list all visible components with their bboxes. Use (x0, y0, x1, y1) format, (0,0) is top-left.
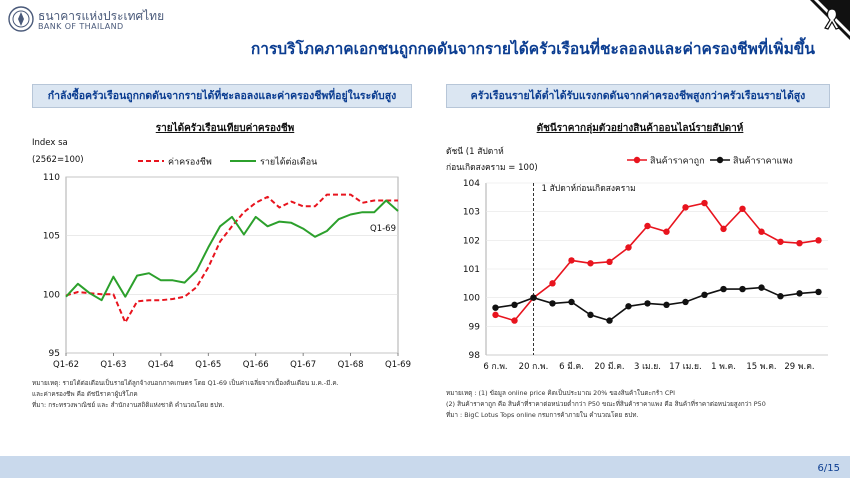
series-line-expensive-goods (495, 286, 819, 322)
data-point-expensive-goods (777, 293, 784, 300)
data-point-expensive-goods (701, 291, 708, 298)
left-panel-heading: กำลังซื้อครัวเรือนถูกกดดันจากรายได้ที่ชะ… (32, 84, 412, 108)
data-point-cheap-goods (796, 240, 803, 247)
legend-label: รายได้ต่อเดือน (260, 157, 317, 168)
data-point-cheap-goods (644, 222, 651, 230)
x-tick-label: Q1-63 (100, 360, 126, 370)
x-tick-label: 6 ก.พ. (483, 362, 507, 372)
x-tick-label: 6 มี.ค. (559, 361, 584, 372)
data-point-cheap-goods (549, 280, 556, 287)
x-tick-label: 29 พ.ค. (784, 362, 814, 372)
data-point-cheap-goods (492, 311, 499, 319)
data-point-cheap-goods (587, 260, 594, 267)
data-point-expensive-goods (587, 311, 594, 319)
y-tick-label: 100 (463, 294, 480, 304)
data-point-cheap-goods (777, 238, 784, 245)
series-line-income (65, 199, 399, 302)
x-tick-label: 3 เม.ย. (634, 362, 661, 372)
y-tick-label: 103 (463, 208, 480, 218)
right-source: ที่มา : BigC Lotus Tops online กรมการค้า… (446, 411, 639, 419)
x-tick-label: Q1-66 (243, 360, 269, 370)
y-tick-label: 110 (43, 173, 60, 183)
x-tick-label: Q1-68 (338, 360, 364, 370)
right-chart-title: ดัชนีราคากลุ่มตัวอย่างสินค้าออนไลน์รายสั… (536, 123, 744, 134)
series-line-cheap-goods (495, 202, 819, 322)
data-point-cheap-goods (568, 257, 575, 264)
x-tick-label: 20 มี.ค. (594, 361, 624, 372)
y-tick-label: 101 (463, 265, 480, 275)
last-quarter-annotation: Q1-69 (370, 224, 396, 234)
x-tick-label: 15 พ.ค. (746, 362, 776, 372)
data-point-cheap-goods (739, 205, 746, 212)
data-point-expensive-goods (720, 285, 727, 293)
right-index-label-1: ดัชนี (1 สัปดาห์ (446, 147, 504, 157)
bank-name-en: BANK OF THAILAND (38, 22, 124, 31)
data-point-expensive-goods (815, 288, 822, 296)
x-tick-label: 20 ก.พ. (519, 362, 549, 372)
data-point-cheap-goods (758, 228, 765, 235)
x-tick-label: Q1-69 (385, 360, 411, 370)
series-line-cost-of-living (65, 193, 398, 324)
y-tick-label: 100 (43, 290, 60, 300)
legend-marker (716, 156, 724, 164)
data-point-expensive-goods (492, 304, 499, 311)
mourning-ribbon-icon (810, 0, 850, 40)
y-tick-label: 102 (463, 236, 480, 246)
data-point-expensive-goods (606, 317, 613, 324)
data-point-cheap-goods (682, 204, 689, 211)
data-point-expensive-goods (739, 285, 746, 293)
legend-label: สินค้าราคาแพง (733, 156, 793, 167)
legend-label: ค่าครองชีพ (168, 157, 212, 168)
data-point-expensive-goods (758, 284, 765, 291)
y-tick-label: 98 (469, 351, 481, 361)
left-chart-title: รายได้ครัวเรือนเทียบค่าครองชีพ (155, 123, 295, 134)
right-note-1: หมายเหตุ : (1) ข้อมูล online price คิดเป… (446, 389, 676, 397)
data-point-expensive-goods (511, 301, 518, 309)
bank-logo-icon (8, 6, 34, 32)
x-tick-label: Q1-65 (195, 360, 221, 370)
bank-name-th: ธนาคารแห่งประเทศไทย (38, 9, 165, 23)
x-tick-label: Q1-64 (148, 360, 174, 370)
y-tick-label: 95 (49, 349, 60, 359)
y-tick-label: 105 (43, 232, 60, 242)
left-source: ที่มา: กระทรวงพาณิชย์ และ สำนักงานสถิติแ… (32, 401, 225, 409)
page-number: 6/15 (817, 463, 840, 474)
left-note-2: และค่าครองชีพ คือ ดัชนีราคาผู้บริโภค (32, 390, 138, 398)
right-index-label-2: ก่อนเกิดสงคราม = 100) (446, 163, 538, 173)
right-panel-heading: ครัวเรือนรายได้ต่ำได้รับแรงกดดันจากค่าคร… (446, 84, 830, 108)
right-note-2: (2) สินค้าราคาถูก คือ สินค้าที่ราคาต่อหน… (446, 400, 766, 408)
data-point-expensive-goods (682, 298, 689, 306)
legend-marker (633, 156, 641, 164)
data-point-cheap-goods (701, 199, 708, 207)
left-index-label: Index sa (32, 138, 68, 148)
footer-bar (0, 456, 850, 478)
data-point-expensive-goods (568, 298, 575, 306)
data-point-expensive-goods (663, 301, 670, 309)
data-point-expensive-goods (644, 300, 651, 307)
y-tick-label: 99 (469, 322, 481, 332)
data-point-cheap-goods (720, 225, 727, 233)
x-tick-label: Q1-62 (53, 360, 79, 370)
data-point-cheap-goods (815, 237, 822, 244)
data-point-cheap-goods (625, 244, 632, 251)
data-point-expensive-goods (625, 303, 632, 310)
legend-label: สินค้าราคาถูก (650, 156, 705, 167)
left-note-1: หมายเหตุ: รายได้ต่อเดือนเป็นรายได้ลูกจ้า… (32, 379, 339, 387)
data-point-expensive-goods (549, 300, 556, 307)
data-point-cheap-goods (663, 228, 670, 235)
data-point-cheap-goods (606, 258, 613, 266)
data-point-expensive-goods (530, 294, 537, 301)
x-tick-label: 1 พ.ค. (711, 362, 736, 372)
data-point-cheap-goods (511, 317, 518, 324)
reference-line-annotation: 1 สัปดาห์ก่อนเกิดสงคราม (542, 183, 636, 194)
y-tick-label: 104 (463, 179, 480, 189)
x-tick-label: 17 เม.ย. (669, 362, 701, 372)
page-title: การบริโภคภาคเอกชนถูกกดดันจากรายได้ครัวเร… (250, 40, 815, 58)
left-base-label: (2562=100) (32, 155, 84, 165)
data-point-expensive-goods (796, 290, 803, 297)
x-tick-label: Q1-67 (290, 360, 316, 370)
